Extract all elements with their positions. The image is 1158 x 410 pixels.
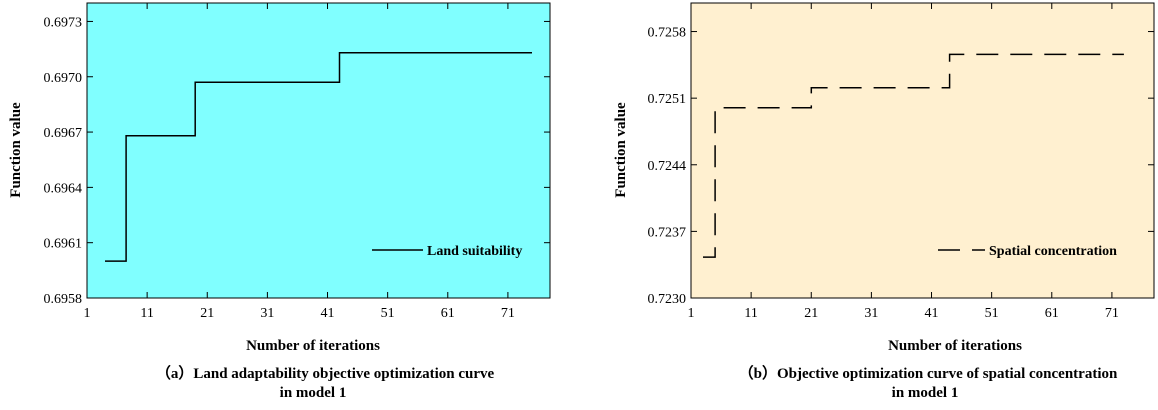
chart-a: 1 11 21 31 41 51 61 71 0.69580.69610.69640.6967… — [8, 2, 551, 401]
chart-b-plot-area — [690, 2, 1155, 299]
chart-b-y-tick-label: 0.7251 — [648, 92, 687, 107]
chart-b-y-tick-label: 0.7258 — [648, 26, 687, 41]
chart-b-y-ticks: 0.7230 0.7237 0.7244 0.7251 0.7258 — [648, 26, 1154, 307]
chart-b-caption-line1: （b）Objective optimization curve of spati… — [739, 364, 1118, 382]
chart-b-y-tick-label: 0.7237 — [648, 225, 687, 240]
chart-a-y-tick-label: 0.6964 — [44, 181, 83, 196]
chart-b-x-tick-label: 31 — [864, 306, 878, 321]
chart-a-y-ticks: 0.6958 0.6961 0.6964 0.6967 0.6970 0.6973 — [44, 15, 550, 307]
chart-b-y-tick-label: 0.7230 — [648, 292, 687, 307]
chart-a-x-axis-label: Number of iterations — [246, 338, 380, 354]
chart-b-x-tick-label: 11 — [744, 306, 757, 321]
chart-b-legend: Spatial concentration — [938, 244, 1117, 259]
chart-a-x-tick-label: 51 — [381, 306, 395, 321]
chart-a-x-tick-label: 1 — [84, 306, 91, 321]
chart-b-x-tick-label: 61 — [1045, 306, 1059, 321]
chart-a-caption-title: Land adaptability objective optimization… — [193, 366, 494, 382]
chart-a-x-tick-label: 21 — [200, 306, 214, 321]
chart-b-x-ticks: 1 11 21 31 41 51 61 71 — [688, 3, 1119, 321]
chart-a-y-tick-label: 0.6973 — [44, 15, 83, 30]
chart-b-y-axis-label: Function value — [613, 102, 629, 198]
chart-a-caption-line2: in model 1 — [280, 385, 347, 401]
chart-b-x-tick-label: 71 — [1105, 306, 1119, 321]
chart-b-caption-line2: in model 1 — [892, 385, 959, 401]
chart-b-legend-label: Spatial concentration — [989, 244, 1117, 259]
chart-a-x-tick-label: 41 — [321, 306, 335, 321]
chart-b-series-line — [703, 53, 1124, 258]
chart-a-legend: Land suitability — [372, 244, 522, 259]
chart-a-x-tick-label: 11 — [140, 306, 153, 321]
chart-a-y-axis-label: Function value — [8, 102, 24, 198]
chart-a-x-tick-label: 61 — [441, 306, 455, 321]
chart-a-x-ticks: 1 11 21 31 41 51 61 71 — [84, 3, 515, 321]
chart-b-caption-prefix: （b） — [739, 364, 777, 382]
chart-b-x-tick-label: 1 — [688, 306, 695, 321]
chart-b-x-tick-label: 51 — [985, 306, 999, 321]
chart-a-y-tick-label: 0.6970 — [44, 71, 83, 86]
chart-a-y-tick-label: 0.6961 — [44, 237, 83, 252]
chart-b-x-tick-label: 21 — [804, 306, 818, 321]
chart-a-y-tick-label: 0.6958 — [44, 292, 83, 307]
chart-b-x-tick-label: 41 — [925, 306, 939, 321]
chart-a-series-line — [105, 52, 532, 262]
chart-a-x-tick-label: 31 — [260, 306, 274, 321]
chart-b-y-tick-label: 0.7244 — [648, 159, 687, 174]
chart-a-y-tick-label: 0.6967 — [44, 126, 83, 141]
chart-b-caption-title: Objective optimization curve of spatial … — [777, 366, 1118, 382]
chart-a-caption-line1: （a）Land adaptability objective optimizat… — [156, 364, 495, 382]
chart-a-caption-prefix: （a） — [156, 364, 194, 382]
chart-a-legend-label: Land suitability — [427, 244, 522, 259]
chart-a-x-tick-label: 71 — [501, 306, 515, 321]
chart-b: 1 11 21 31 41 51 61 71 0.72300.72370.72440.7251… — [613, 2, 1155, 401]
chart-b-x-axis-label: Number of iterations — [888, 338, 1022, 354]
